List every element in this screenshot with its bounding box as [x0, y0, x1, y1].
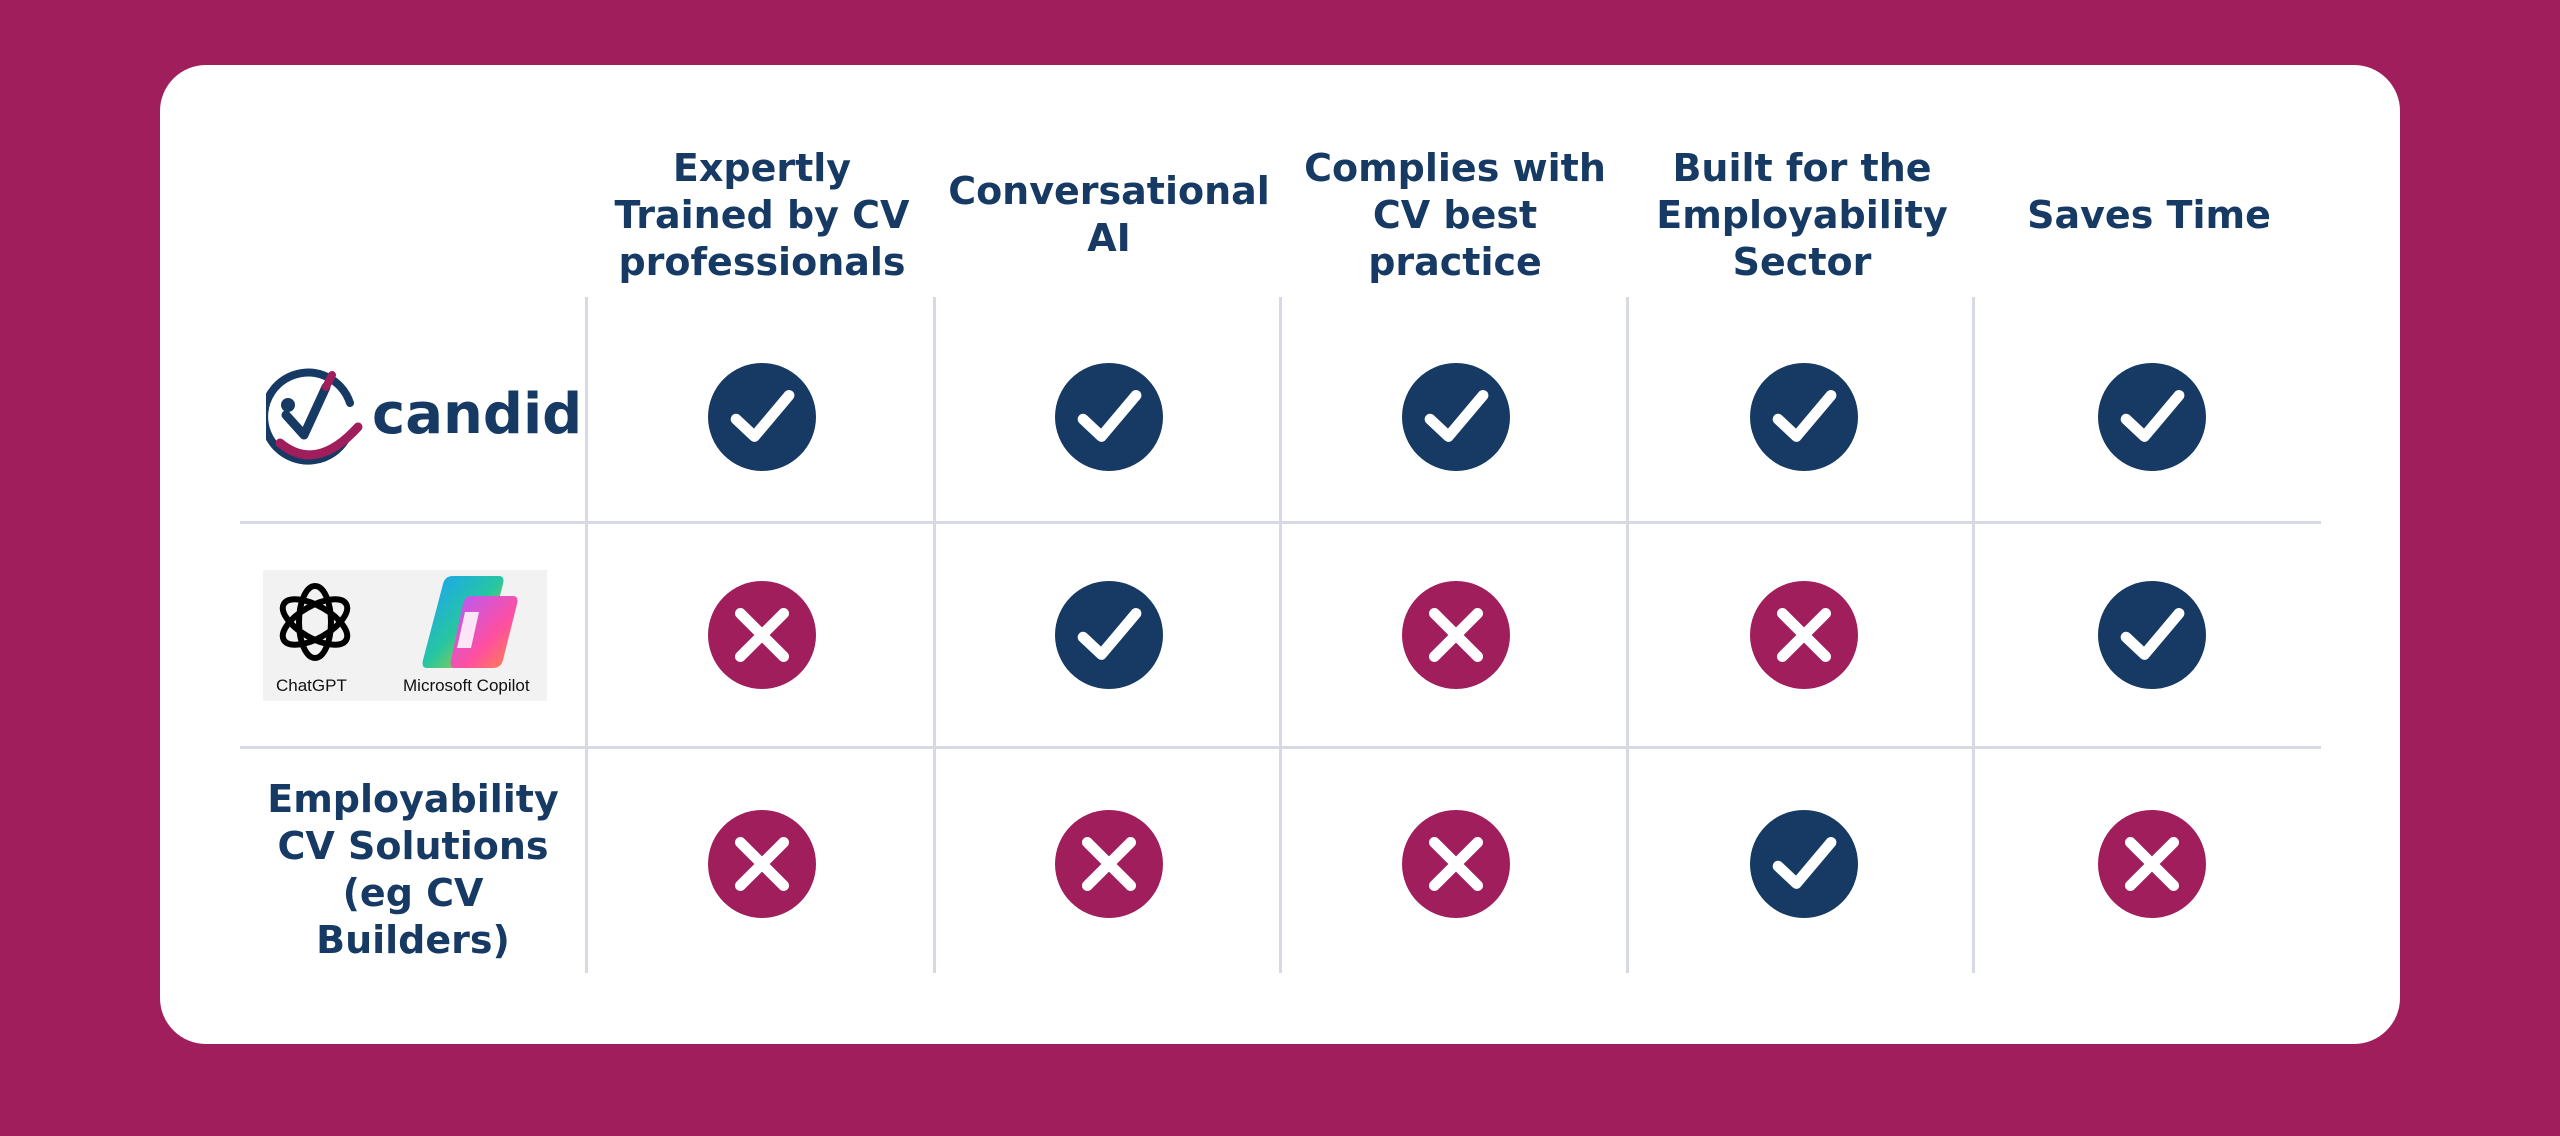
grid-vline: [585, 297, 588, 973]
cross-circle-icon: [1402, 581, 1510, 689]
grid-hline: [240, 521, 2321, 524]
cross-circle-icon: [2098, 810, 2206, 918]
grid-vline: [1972, 297, 1975, 973]
cross-circle-icon: [1055, 810, 1163, 918]
check-circle-icon: [1750, 363, 1858, 471]
check-circle-icon: [1055, 581, 1163, 689]
column-header-conversational-ai: Conversational AI: [948, 169, 1270, 260]
check-circle-icon: [2098, 581, 2206, 689]
check-circle-icon: [2098, 363, 2206, 471]
chatgpt-label: ChatGPT: [276, 676, 347, 695]
cross-circle-icon: [1750, 581, 1858, 689]
grid-hline: [240, 746, 2321, 749]
check-circle-icon: [1402, 363, 1510, 471]
comparison-card: Expertly Trained by CV professionals Con…: [160, 65, 2400, 1044]
column-header-saves-time: Saves Time: [2027, 192, 2271, 237]
column-header-expertly-trained: Expertly Trained by CV professionals: [614, 145, 910, 284]
check-circle-icon: [1750, 810, 1858, 918]
chatgpt-copilot-logos: ChatGPT Microsoft Copilot: [263, 570, 547, 701]
candid-logo: candid: [266, 365, 582, 465]
row-label-employability-cv-solutions: Employability CV Solutions (eg CV Builde…: [267, 777, 559, 962]
check-circle-icon: [708, 363, 816, 471]
column-header-employability-sector: Built for the Employability Sector: [1656, 145, 1948, 284]
cross-circle-icon: [708, 810, 816, 918]
microsoft-copilot-icon: [422, 576, 518, 668]
cross-circle-icon: [1402, 810, 1510, 918]
column-header-cv-best-practice: Complies with CV best practice: [1304, 145, 1606, 284]
grid-vline: [933, 297, 936, 973]
candid-wordmark: candid: [372, 382, 583, 447]
chatgpt-icon: [279, 583, 351, 661]
microsoft-copilot-label: Microsoft Copilot: [403, 676, 530, 695]
grid-vline: [1626, 297, 1629, 973]
cross-circle-icon: [708, 581, 816, 689]
grid-vline: [1279, 297, 1282, 973]
check-circle-icon: [1055, 363, 1163, 471]
candid-logo-icon: [266, 368, 363, 465]
